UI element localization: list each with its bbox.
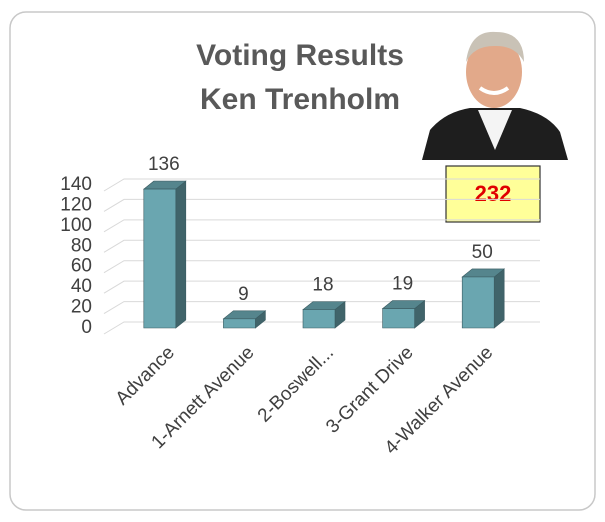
grid-line [103,239,540,253]
grid-line [103,198,540,212]
annotation-box [445,165,541,223]
value-label: 19 [392,274,413,295]
bar [302,300,346,329]
y-tick-label: 40 [71,276,92,297]
grid-line [103,260,540,274]
y-tick-label: 100 [60,215,92,236]
y-tick-label: 20 [71,297,92,318]
value-label: 136 [148,154,180,175]
grid-line [103,178,540,192]
value-label: 18 [312,275,333,296]
y-tick-label: 60 [71,256,92,277]
y-tick-label: 0 [81,317,92,338]
value-label: 9 [238,284,249,305]
bar [381,299,426,329]
annotation: 232 [475,181,512,206]
chart-subtitle: Ken Trenholm [200,83,400,116]
bar [222,310,267,329]
y-tick-label: 120 [60,194,92,215]
value-label: 50 [472,242,493,263]
chart-title: Voting Results [196,39,404,72]
bar [142,180,187,329]
y-tick-label: 140 [60,174,92,195]
grid-line [103,280,540,294]
y-tick-label: 80 [71,235,92,256]
photo [422,20,568,160]
bar [461,268,506,329]
grid-line [103,219,540,233]
